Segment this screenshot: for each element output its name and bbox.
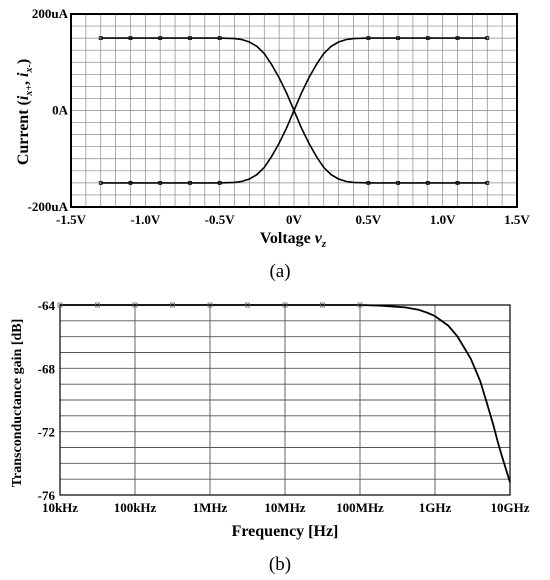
chart-a-xlabel: Voltage vz <box>260 230 327 250</box>
chart-a-y-tick-label: 200uA <box>32 6 69 21</box>
chart-a-ylabel: Current (ix+, ix-) <box>15 59 35 165</box>
chart-b-marker <box>207 302 213 308</box>
chart-a-marker <box>158 180 163 185</box>
chart-a-series <box>98 36 490 185</box>
chart-a-x-tick-label: 1.5V <box>504 212 530 227</box>
chart-b-y-tick-label: -68 <box>38 361 56 376</box>
chart-b-marker <box>95 302 100 308</box>
chart-a-marker <box>396 36 400 41</box>
chart-a-x-tick-label: 0.5V <box>356 212 382 227</box>
chart-a-marker <box>396 180 400 185</box>
chart-b-xlabel: Frequency [Hz] <box>232 523 339 540</box>
chart-b-ylabel: Transconductance gain [dB] <box>10 319 25 488</box>
chart-b-x-tick-label: 100kHz <box>114 500 157 515</box>
chart-a-marker <box>455 180 460 185</box>
chart-b-y-tick-label: -64 <box>38 298 56 313</box>
chart-b-y-tick-label: -72 <box>38 425 55 440</box>
chart-b-marker <box>320 302 325 308</box>
chart-b-x-tick-label: 1MHz <box>193 500 228 515</box>
chart-b-x-tick-label: 1GHz <box>419 500 452 515</box>
chart-a-marker <box>366 36 371 41</box>
chart-a-series-line-2 <box>100 37 488 184</box>
chart-a-marker <box>128 36 133 41</box>
chart-b-marker <box>357 302 363 308</box>
chart-a-x-tick-label: -0.5V <box>205 212 236 227</box>
chart-a-marker <box>98 180 103 185</box>
chart-a-marker <box>217 36 222 41</box>
chart-a-x-tick-label: 1.0V <box>430 212 456 227</box>
chart-b: 10kHz 100kHz 1MHz 10MHz 100MHz 1GHz 10GHz -64 -6… <box>10 298 530 575</box>
chart-b-caption: (b) <box>269 554 291 575</box>
chart-b-x-tick-label: 10MHz <box>264 500 305 515</box>
chart-b-series-line <box>60 304 511 483</box>
chart-a-marker <box>366 180 371 185</box>
chart-a-marker <box>188 36 192 41</box>
chart-b-marker <box>132 302 138 308</box>
chart-a-caption: (a) <box>269 261 290 282</box>
chart-a-marker <box>128 180 133 185</box>
chart-a-x-tick-label: -1.5V <box>56 212 87 227</box>
chart-b-marker <box>245 302 250 308</box>
chart-a-y-tick-label: -200uA <box>28 199 69 214</box>
chart-b-marker <box>170 302 175 308</box>
chart-a: -1.5V -1.0V -0.5V 0V 0.5V 1.0V 1.5V 200uA 0A -200… <box>15 6 530 282</box>
chart-a-marker <box>425 180 430 185</box>
chart-a-tick-labels: -1.5V -1.0V -0.5V 0V 0.5V 1.0V 1.5V 200uA 0A -200… <box>28 6 531 227</box>
chart-b-x-tick-label: 100MHz <box>336 500 384 515</box>
chart-b-tick-labels: 10kHz 100kHz 1MHz 10MHz 100MHz 1GHz 10GHz -64 -6… <box>38 298 530 515</box>
chart-a-marker <box>485 180 490 185</box>
chart-a-marker <box>98 36 103 41</box>
chart-a-marker <box>217 180 222 185</box>
chart-b-x-tick-label: 10kHz <box>42 500 78 515</box>
chart-a-y-tick-label: 0A <box>52 103 69 118</box>
chart-a-marker <box>455 36 460 41</box>
chart-b-grid <box>60 305 510 495</box>
chart-b-marker <box>282 302 288 308</box>
chart-a-marker <box>485 36 490 41</box>
chart-b-marker <box>57 302 63 308</box>
chart-a-grid <box>71 14 517 207</box>
chart-a-marker <box>188 180 192 185</box>
chart-b-series <box>57 302 511 483</box>
chart-a-marker <box>158 36 163 41</box>
chart-a-x-tick-label: 0V <box>286 212 303 227</box>
chart-b-y-tick-label: -76 <box>38 488 56 503</box>
chart-b-x-tick-label: 10GHz <box>491 500 530 515</box>
chart-a-x-tick-label: -1.0V <box>130 212 161 227</box>
chart-a-marker <box>425 36 430 41</box>
chart-a-frame <box>70 13 518 208</box>
